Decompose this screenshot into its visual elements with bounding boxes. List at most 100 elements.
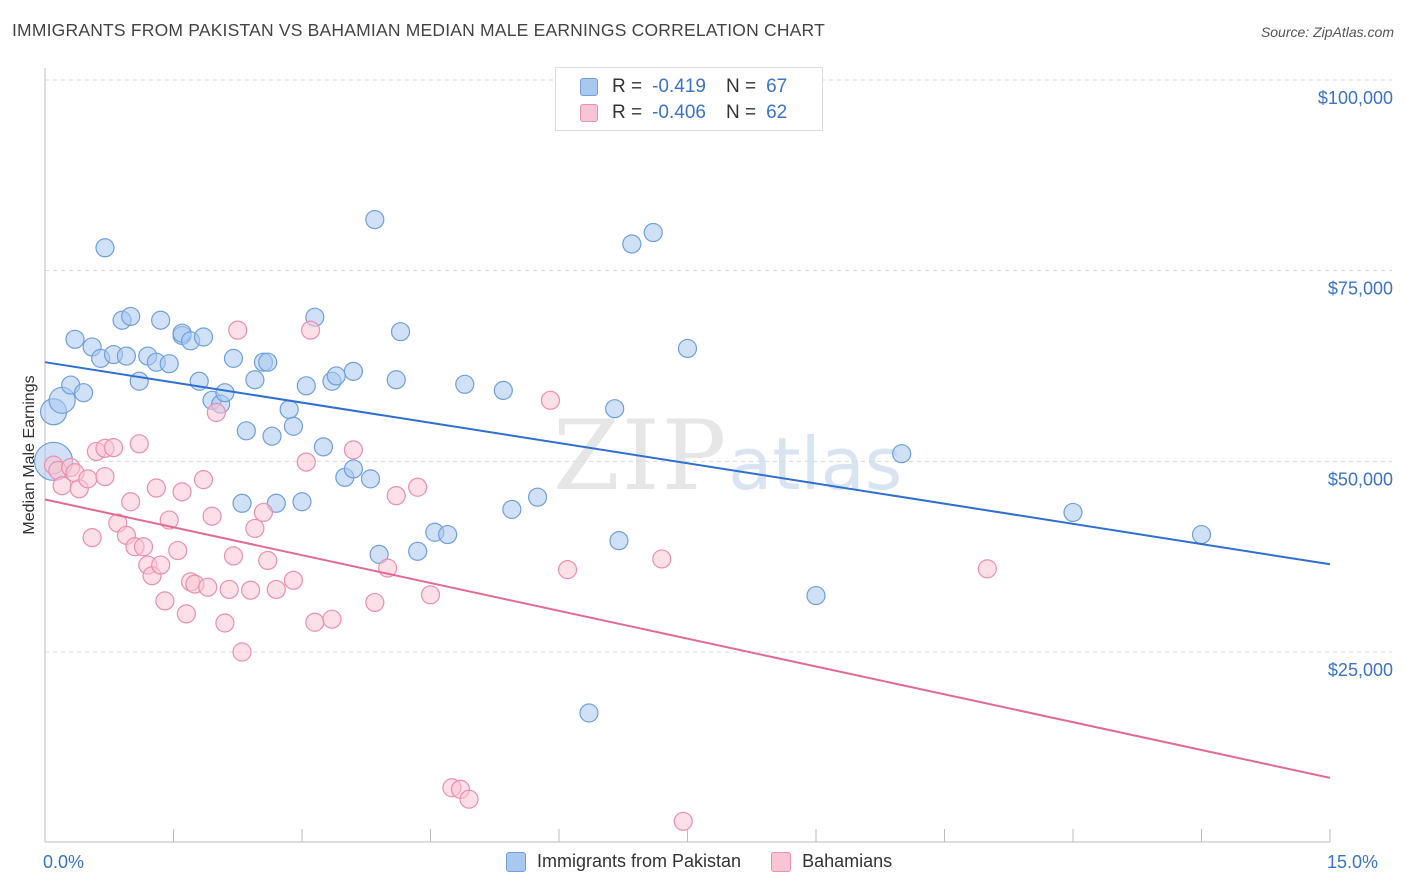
- pakistan-trend-line: [44, 361, 1331, 566]
- pakistan-point: [121, 306, 141, 327]
- legend-r-label: R =: [612, 102, 643, 123]
- bahamians-point: [540, 390, 561, 410]
- bahamians-point: [305, 612, 325, 632]
- pakistan-point: [151, 310, 171, 330]
- y-tick-label: $25,000: [1328, 660, 1393, 680]
- pakistan-point: [129, 371, 149, 391]
- pakistan-point: [65, 329, 85, 349]
- series-legend: Immigrants from Pakistan Bahamians: [506, 851, 922, 872]
- bahamians-point: [673, 811, 693, 831]
- bahamians-point: [223, 546, 244, 566]
- source-label: Source: ZipAtlas.com: [1260, 24, 1394, 40]
- series-legend-swatch: [771, 851, 792, 872]
- pakistan-point: [236, 421, 256, 441]
- pakistan-point: [502, 499, 522, 519]
- x-tick-label-min: 0.0%: [43, 852, 85, 872]
- pakistan-point: [215, 383, 235, 403]
- pakistan-point: [360, 469, 381, 489]
- pakistan-point: [279, 399, 299, 420]
- bahamians-point: [121, 492, 141, 512]
- pakistan-point: [622, 234, 642, 254]
- bahamians-point: [283, 570, 304, 590]
- bahamians-point: [215, 613, 235, 633]
- pakistan-point: [892, 444, 912, 464]
- bahamians-point: [228, 320, 248, 340]
- bahamians-point: [176, 604, 196, 624]
- bahamians-point: [219, 579, 239, 600]
- bahamians-point: [241, 580, 261, 600]
- bahamians-point: [386, 486, 406, 506]
- pakistan-point: [1063, 502, 1083, 523]
- pakistan-point: [326, 366, 346, 386]
- pakistan-point: [408, 541, 428, 561]
- legend-row-bahamians: R = -0.406 N = 62: [580, 101, 787, 125]
- bahamians-trend-line: [44, 498, 1331, 779]
- bahamians-point: [253, 502, 274, 523]
- pakistan-point: [609, 531, 629, 551]
- bahamians-point: [198, 577, 218, 597]
- pakistan-point: [386, 370, 406, 390]
- legend-row-pakistan: R = -0.419 N = 67: [580, 75, 787, 99]
- pakistan-point: [438, 524, 458, 545]
- bahamians-point: [146, 478, 166, 498]
- pakistan-point: [455, 374, 475, 394]
- bahamians-point: [343, 440, 363, 460]
- legend-n-value: 62: [766, 102, 788, 123]
- bahamians-point: [652, 549, 672, 569]
- legend-n-label: N =: [725, 102, 757, 123]
- y-tick-label: $50,000: [1328, 469, 1393, 489]
- pakistan-point: [223, 348, 244, 368]
- bahamians-point: [78, 469, 98, 489]
- series-legend-label: Immigrants from Pakistan: [537, 851, 742, 871]
- y-tick-label: $100,000: [1318, 88, 1393, 108]
- pakistan-point: [193, 327, 214, 347]
- bahamians-point: [266, 579, 286, 600]
- bahamians-point: [300, 320, 321, 340]
- pakistan-point: [258, 352, 278, 372]
- legend-r-value: -0.406: [652, 102, 706, 123]
- pakistan-point: [605, 399, 625, 419]
- correlation-legend: R = -0.419 N = 67 R = -0.406 N = 62: [555, 67, 823, 131]
- bahamians-point: [365, 592, 385, 613]
- bahamians-point: [557, 560, 578, 580]
- bahamians-point: [232, 642, 252, 662]
- pakistan-point: [232, 493, 252, 513]
- pakistan-point: [493, 380, 513, 401]
- pakistan-point: [527, 487, 548, 507]
- pakistan-point: [390, 322, 411, 342]
- bahamians-point: [172, 482, 192, 502]
- chart-title: IMMIGRANTS FROM PAKISTAN VS BAHAMIAN MED…: [12, 20, 825, 40]
- pakistan-point: [343, 459, 363, 479]
- legend-r-label: R =: [612, 76, 643, 97]
- series-legend-item-pakistan[interactable]: Immigrants from Pakistan: [506, 851, 741, 872]
- pakistan-point: [73, 383, 94, 403]
- pakistan-point: [643, 222, 663, 243]
- y-tick-label: $75,000: [1328, 279, 1393, 299]
- bahamians-point: [82, 527, 102, 548]
- pakistan-point: [677, 338, 698, 359]
- series-legend-swatch: [506, 851, 526, 872]
- bahamians-point: [245, 518, 265, 539]
- bahamians-point: [129, 434, 149, 454]
- bahamians-point: [168, 540, 188, 561]
- bahamians-point: [202, 506, 222, 526]
- pakistan-point: [369, 544, 389, 564]
- pakistan-point: [116, 346, 136, 366]
- pakistan-point: [95, 238, 115, 258]
- bahamians-point: [151, 555, 171, 575]
- bahamians-point: [206, 402, 226, 423]
- pakistan-point: [262, 426, 282, 446]
- legend-n-label: N =: [725, 76, 757, 97]
- pakistan-point: [1191, 524, 1212, 545]
- legend-swatch-pakistan: [580, 78, 598, 96]
- series-legend-label: Bahamians: [802, 851, 893, 871]
- legend-r-value: -0.419: [652, 76, 706, 97]
- pakistan-point: [292, 492, 312, 512]
- bahamians-point: [459, 789, 479, 809]
- pakistan-point: [313, 437, 334, 457]
- series-legend-item-bahamians[interactable]: Bahamians: [771, 851, 892, 872]
- watermark: ZIPatlas: [553, 400, 902, 512]
- pakistan-point: [365, 209, 385, 230]
- bahamians-point: [420, 585, 441, 605]
